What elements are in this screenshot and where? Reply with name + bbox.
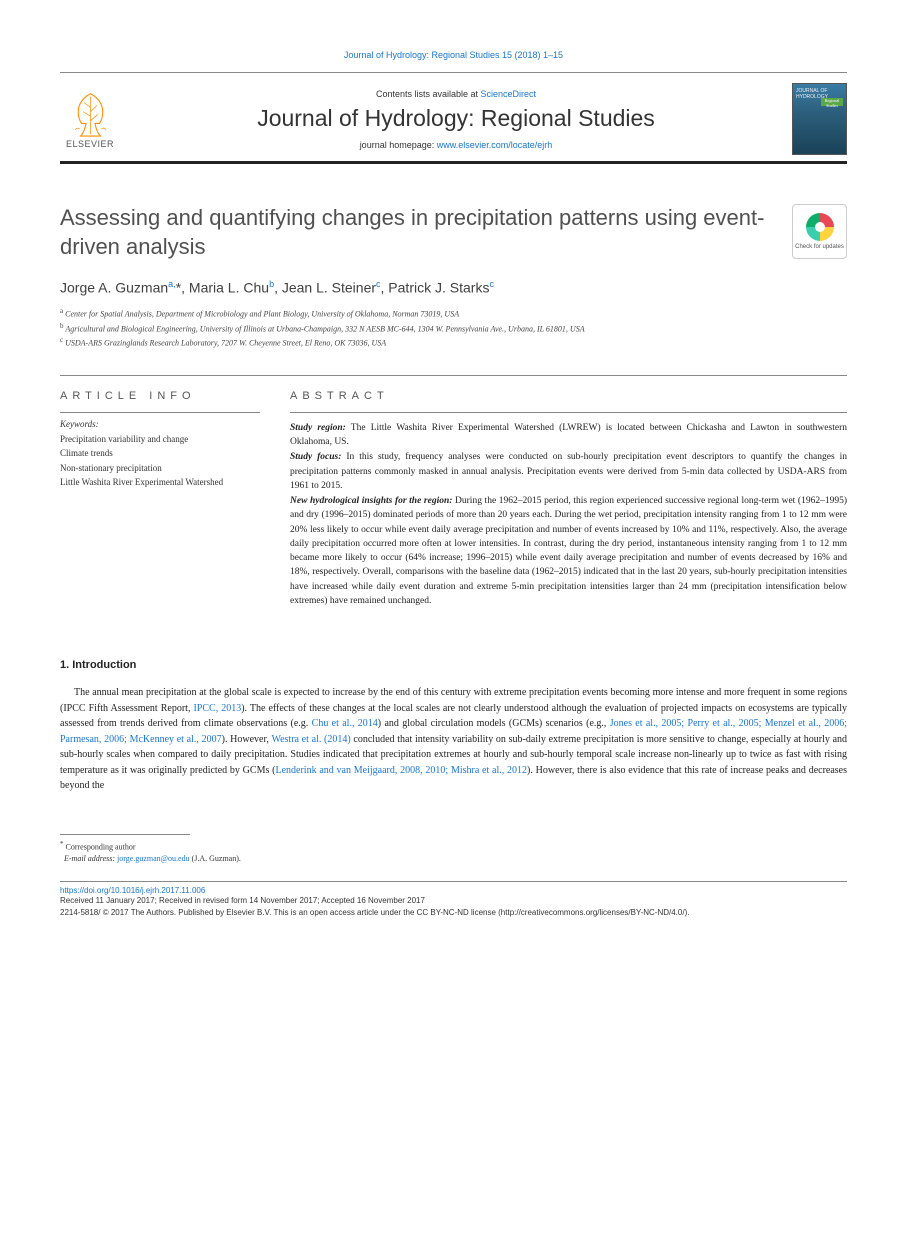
abstract-body: Study region: The Little Washita River E…	[290, 412, 847, 608]
check-updates-label: Check for updates	[795, 244, 844, 250]
citation-link[interactable]: Chu et al., 2014	[312, 718, 378, 729]
affiliation-line: a Center for Spatial Analysis, Departmen…	[60, 306, 847, 321]
citation-link[interactable]: Jones et al., 2005; Perry et al., 2005; …	[60, 718, 847, 745]
elsevier-tree-icon	[68, 89, 113, 139]
keyword-item: Climate trends	[60, 446, 260, 460]
doi-link[interactable]: https://doi.org/10.1016/j.ejrh.2017.11.0…	[60, 886, 847, 895]
keyword-item: Non-stationary precipitation	[60, 461, 260, 475]
received-dates: Received 11 January 2017; Received in re…	[60, 895, 847, 907]
homepage-link[interactable]: www.elsevier.com/locate/ejrh	[437, 140, 553, 150]
check-updates-badge[interactable]: Check for updates	[792, 204, 847, 259]
abstract-heading: ABSTRACT	[290, 390, 847, 402]
sciencedirect-link[interactable]: ScienceDirect	[481, 89, 537, 99]
citation-link[interactable]: Westra et al. (2014)	[271, 734, 350, 745]
elsevier-logo: ELSEVIER	[60, 84, 120, 154]
journal-cover-thumbnail: JOURNAL OF HYDROLOGY Regional Studies	[792, 83, 847, 155]
affiliations: a Center for Spatial Analysis, Departmen…	[60, 306, 847, 350]
keyword-item: Little Washita River Experimental Waters…	[60, 475, 260, 489]
journal-reference: Journal of Hydrology: Regional Studies 1…	[60, 50, 847, 60]
keywords-label: Keywords:	[60, 412, 260, 429]
corresponding-author-footnote: * Corresponding author E-mail address: j…	[60, 839, 847, 866]
author-list: Jorge A. Guzmana,*, Maria L. Chub, Jean …	[60, 279, 847, 296]
affiliation-line: c USDA-ARS Grazinglands Research Laborat…	[60, 335, 847, 350]
contents-line: Contents lists available at ScienceDirec…	[135, 89, 777, 99]
homepage-line: journal homepage: www.elsevier.com/locat…	[135, 140, 777, 150]
journal-name: Journal of Hydrology: Regional Studies	[135, 105, 777, 132]
affiliation-line: b Agricultural and Biological Engineerin…	[60, 321, 847, 336]
footnote-rule	[60, 834, 190, 835]
article-title: Assessing and quantifying changes in pre…	[60, 204, 772, 261]
introduction-body: The annual mean precipitation at the glo…	[60, 685, 847, 794]
journal-header-box: ELSEVIER Contents lists available at Sci…	[60, 72, 847, 164]
footer-rule	[60, 881, 847, 882]
article-info-heading: ARTICLE INFO	[60, 390, 260, 402]
copyright-line: 2214-5818/ © 2017 The Authors. Published…	[60, 907, 847, 919]
crossmark-icon	[806, 213, 834, 241]
author-email-link[interactable]: jorge.guzman@ou.edu	[117, 854, 190, 863]
introduction-heading: 1. Introduction	[60, 659, 847, 671]
elsevier-label: ELSEVIER	[66, 139, 114, 149]
keyword-item: Precipitation variability and change	[60, 432, 260, 446]
citation-link[interactable]: IPCC, 2013	[193, 703, 241, 714]
keywords-list: Precipitation variability and changeClim…	[60, 432, 260, 490]
citation-link[interactable]: Lenderink and van Meijgaard, 2008, 2010;…	[275, 765, 527, 776]
